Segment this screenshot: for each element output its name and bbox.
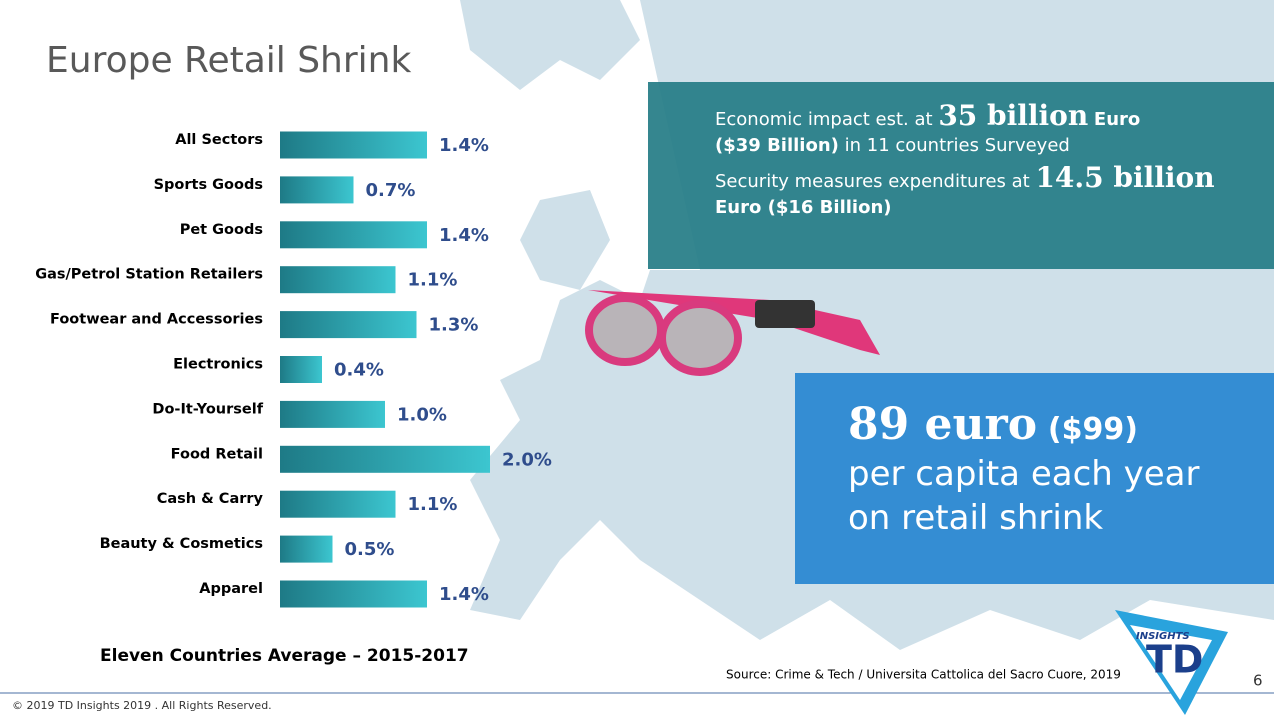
category-label: Footwear and Accessories [50, 312, 263, 328]
text: in 11 countries Surveyed [844, 135, 1070, 156]
value-label: 1.1% [408, 270, 458, 291]
value-label: 1.3% [429, 315, 479, 336]
bar [280, 490, 396, 518]
bar [280, 535, 333, 563]
value-label: 1.4% [439, 135, 489, 156]
source: Source: Crime & Tech / Universita Cattol… [726, 668, 1121, 682]
bar [280, 445, 490, 473]
copyright: © 2019 TD Insights 2019 . All Rights Res… [12, 699, 272, 712]
logo-text: TD [1146, 638, 1203, 682]
bar [280, 176, 354, 204]
category-label: Gas/Petrol Station Retailers [35, 267, 263, 283]
bar [280, 311, 417, 339]
glasses [585, 290, 880, 376]
category-label: Do-It-Yourself [152, 401, 263, 417]
text: Euro ($16 Billion) [715, 197, 892, 218]
logo: INSIGHTS TD [1115, 610, 1228, 715]
value-label: 1.1% [408, 494, 458, 515]
bar [280, 400, 385, 428]
category-label: All Sectors [175, 132, 263, 148]
text: Economic impact est. at [715, 109, 933, 130]
bar [280, 266, 396, 294]
text: on retail shrink [848, 498, 1104, 538]
highlight: 35 billion [938, 99, 1089, 132]
impact-box: Economic impact est. at 35 billion Euro … [648, 82, 1274, 269]
value-label: 0.4% [334, 360, 384, 381]
bar [280, 221, 427, 249]
per-capita-box: 89 euro ($99) per capita each year on re… [795, 373, 1274, 584]
category-label: Sports Goods [154, 177, 263, 193]
text: Euro [1093, 109, 1141, 130]
category-label: Beauty & Cosmetics [100, 536, 263, 552]
highlight: 14.5 billion [1035, 161, 1215, 194]
bar [280, 580, 427, 608]
highlight: 89 euro [848, 399, 1038, 450]
value-label: 1.4% [439, 584, 489, 605]
category-label: Cash & Carry [157, 491, 264, 507]
category-label: Food Retail [171, 446, 263, 462]
text: per capita each year [848, 454, 1200, 494]
category-label: Pet Goods [180, 222, 263, 238]
text: ($99) [1047, 412, 1138, 447]
category-label: Electronics [173, 357, 263, 373]
value-label: 1.0% [397, 404, 447, 425]
bar [280, 131, 427, 159]
chart-subtitle: Eleven Countries Average – 2015-2017 [100, 646, 469, 666]
text: ($39 Billion) [715, 135, 839, 156]
value-label: 0.5% [345, 539, 395, 560]
page-number: 6 [1253, 672, 1263, 690]
category-label: Apparel [199, 581, 263, 597]
bar [280, 356, 322, 383]
text: Security measures expenditures at [715, 171, 1030, 192]
logo-text: INSIGHTS [1136, 631, 1190, 642]
value-label: 2.0% [502, 449, 552, 470]
value-label: 0.7% [366, 180, 416, 201]
chart-title: Europe Retail Shrink [46, 40, 411, 81]
value-label: 1.4% [439, 225, 489, 246]
